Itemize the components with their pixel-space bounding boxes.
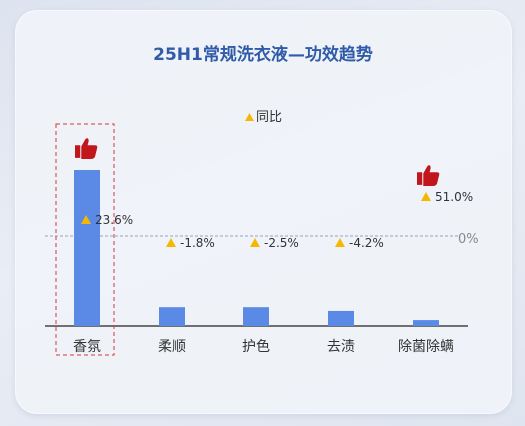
legend-label: 同比 (256, 110, 282, 125)
category-label-3: 去渍 (327, 339, 355, 355)
highlight-box (55, 123, 115, 356)
yoy-triangle-icon-1 (166, 238, 176, 247)
yoy-triangle-icon-3 (335, 238, 345, 247)
category-label-0: 香氛 (73, 339, 101, 355)
category-label-2: 护色 (242, 338, 270, 355)
legend-triangle-icon (245, 113, 254, 121)
bar-4 (413, 320, 439, 326)
yoy-triangle-icon-4 (421, 192, 431, 201)
category-label-4: 除菌除螨 (398, 339, 454, 355)
yoy-triangle-icon-0 (81, 215, 91, 224)
bar-2 (243, 307, 269, 326)
thumbs-up-icon-0 (75, 138, 98, 159)
yoy-label-1: -1.8% (180, 236, 215, 250)
yoy-label-3: -4.2% (349, 236, 384, 250)
bar-3 (328, 310, 354, 326)
bar-1 (159, 307, 185, 326)
thumbs-up-icon-4 (417, 165, 440, 186)
chart-title: 25H1常规洗衣液—功效趋势 (153, 44, 373, 65)
bar-0 (74, 170, 100, 326)
category-label-1: 柔顺 (158, 339, 186, 355)
zero-line-label: 0% (458, 232, 479, 247)
yoy-label-2: -2.5% (264, 236, 299, 250)
yoy-label-4: 51.0% (435, 190, 473, 204)
yoy-triangle-icon-2 (250, 238, 260, 247)
legend: 同比 (245, 110, 282, 125)
